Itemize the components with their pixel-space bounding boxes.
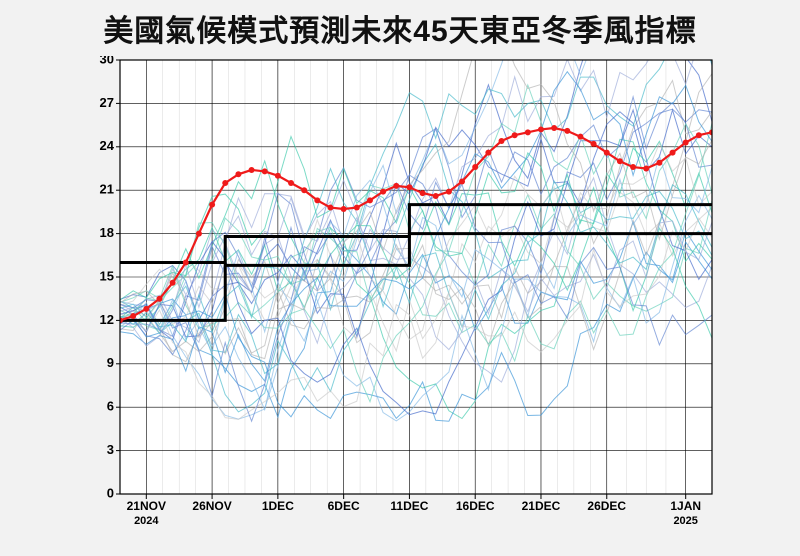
x-tick-label: 1DEC (262, 499, 294, 513)
x-tick-label: 1JAN (670, 499, 701, 513)
chart-svg: 0 3 6 9 12 15 18 21 24 27 30 21NOV 2024 26NOV 1DEC 6DEC… (84, 56, 720, 536)
x-tick-label: 6DEC (328, 499, 360, 513)
x-tick-label: 11DEC (390, 499, 428, 513)
y-tick-label: 3 (107, 442, 114, 457)
x-tick-label: 26NOV (192, 499, 231, 513)
y-tick-label: 30 (100, 56, 114, 66)
y-tick-label: 6 (107, 399, 114, 414)
page: 美國氣候模式預測未來45天東亞冬季風指標 0 3 6 9 12 15 18 21 24 27 30 2… (0, 0, 800, 556)
y-tick-label: 0 (107, 485, 114, 500)
y-tick-label: 9 (107, 355, 114, 370)
x-tick-sublabel: 2024 (134, 515, 159, 527)
x-tick-label: 21DEC (522, 499, 561, 513)
x-tick-label: 16DEC (456, 499, 495, 513)
x-tick-label: 21NOV (127, 499, 166, 513)
forecast-chart: 0 3 6 9 12 15 18 21 24 27 30 21NOV 2024 26NOV 1DEC 6DEC… (84, 56, 720, 536)
y-tick-label: 12 (100, 312, 114, 327)
x-tick-sublabel: 2025 (673, 515, 697, 527)
x-tick-label: 26DEC (587, 499, 626, 513)
y-tick-label: 15 (100, 268, 114, 283)
y-tick-label: 24 (100, 138, 115, 153)
y-tick-label: 18 (100, 225, 114, 240)
y-tick-label: 27 (100, 95, 114, 110)
y-tick-label: 21 (100, 182, 114, 197)
page-title: 美國氣候模式預測未來45天東亞冬季風指標 (0, 6, 800, 50)
